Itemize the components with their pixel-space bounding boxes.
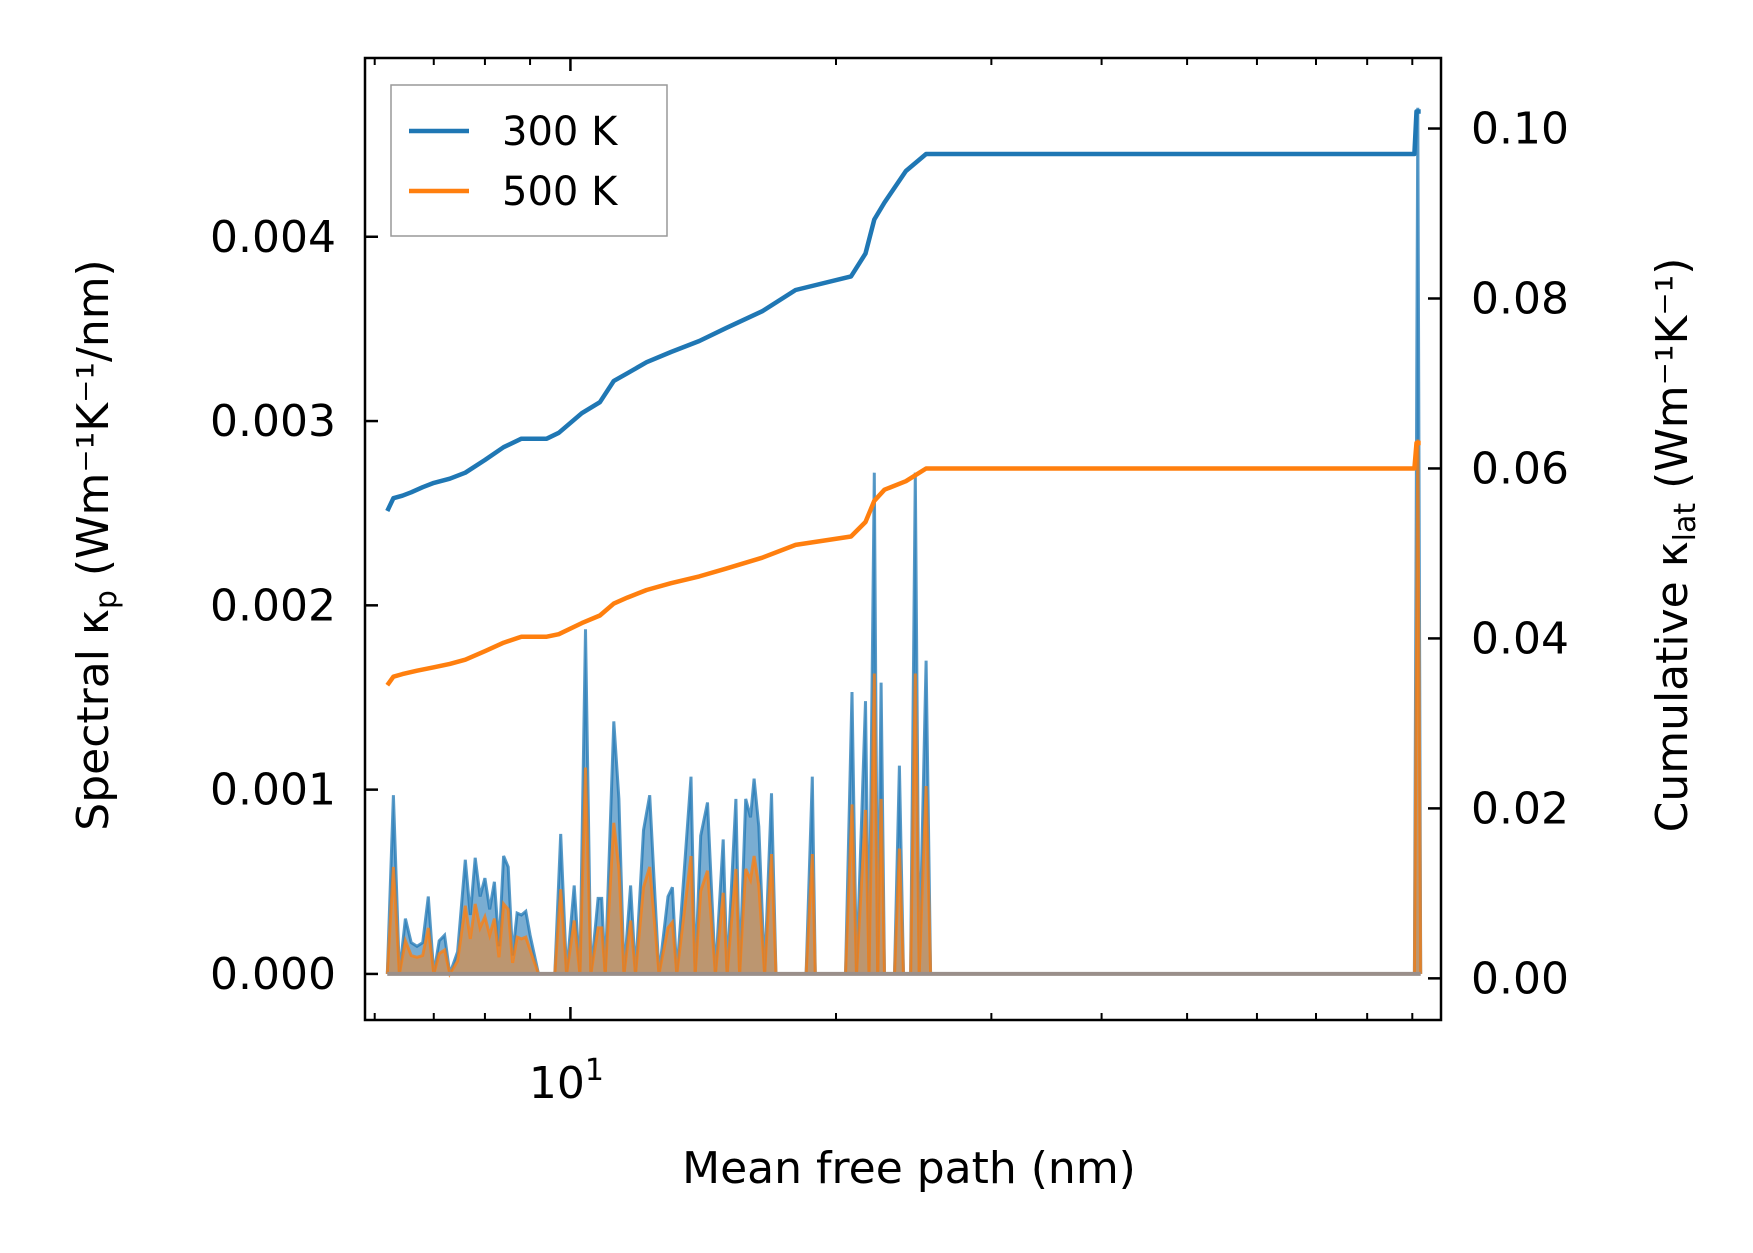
y-left-tick-label: 0.002 xyxy=(210,580,336,631)
y-left-tick-label: 0.004 xyxy=(210,212,336,263)
legend-label-300k: 300 K xyxy=(502,109,619,155)
axis-ticks xyxy=(365,58,1441,1020)
spectral-fill-areas xyxy=(385,107,1423,978)
cumulative-line-500k xyxy=(385,440,1421,687)
legend-box xyxy=(390,84,668,237)
legend-label-500k: 500 K xyxy=(502,169,619,215)
x-axis-label: Mean free path (nm) xyxy=(682,1143,1136,1194)
y-left-tick-label: 0.003 xyxy=(210,396,336,447)
plot-frame xyxy=(363,56,1443,1022)
y-right-tick-label: 0.02 xyxy=(1471,783,1569,834)
legend: 300 K 500 K xyxy=(390,84,668,237)
y-right-tick-label: 0.10 xyxy=(1471,104,1569,155)
x-tick-label: 101 xyxy=(529,1053,604,1109)
series-lines xyxy=(385,109,1421,687)
y-left-axis-label: Spectral κp (Wm⁻¹K⁻¹/nm) xyxy=(68,259,124,830)
y-right-tick-label: 0.08 xyxy=(1471,274,1569,325)
cumulative-line-300k xyxy=(385,109,1421,512)
y-left-tick-label: 0.001 xyxy=(210,765,336,816)
y-right-tick-label: 0.04 xyxy=(1471,613,1569,664)
y-right-tick-label: 0.06 xyxy=(1471,443,1569,494)
y-left-tick-label: 0.000 xyxy=(210,949,336,1000)
spectral-line-500k xyxy=(385,439,1423,978)
axis-labels: 101 0.000 0.001 0.002 0.003 0.004 0.00 0.02 0.04… xyxy=(68,104,1703,1194)
y-right-tick-label: 0.00 xyxy=(1471,953,1569,1004)
y-right-axis-label: Cumulative κlat (Wm⁻¹K⁻¹) xyxy=(1647,258,1703,833)
